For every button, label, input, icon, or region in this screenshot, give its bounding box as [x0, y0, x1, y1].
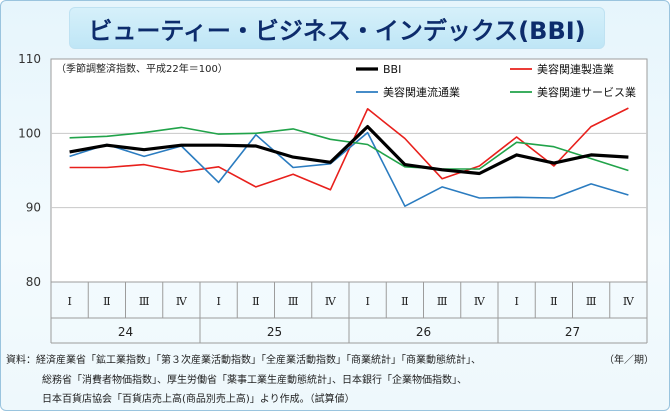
- series-line-2: [69, 131, 629, 207]
- year-label: 24: [118, 325, 133, 339]
- x-tick-label: Ⅰ: [365, 295, 369, 308]
- series-line-1: [69, 107, 629, 191]
- x-tick-label: Ⅰ: [67, 295, 71, 308]
- x-tick-label: Ⅰ: [514, 295, 518, 308]
- source-line-3: 日本百貨店協会「百貨店売上高(商品別売上高)」より作成。（試算値）: [42, 394, 355, 405]
- source-line-2: 総務省「消費者物価指数」、厚生労働省「薬事工業生産動態統計」、日本銀行「企業物価…: [42, 375, 467, 386]
- x-tick-label: Ⅳ: [176, 295, 188, 308]
- x-tick-label: Ⅳ: [474, 295, 486, 308]
- x-tick-label: Ⅳ: [623, 295, 635, 308]
- x-tick-label: Ⅲ: [288, 295, 299, 308]
- chart-title: ビューティー・ビジネス・インデックス(BBI): [88, 16, 586, 45]
- y-axis: 80 90 100 110: [18, 52, 41, 289]
- y-tick-label: 100: [18, 126, 41, 140]
- x-tick-label: Ⅳ: [325, 295, 337, 308]
- plot-area: [50, 58, 648, 283]
- period-unit: （年／期）: [604, 355, 654, 366]
- gridlines: [51, 132, 647, 209]
- legend-label-1: 美容関連製造業: [537, 62, 614, 76]
- legend-label-2: 美容関連流通業: [383, 85, 460, 99]
- y-tick-label: 90: [26, 201, 41, 215]
- x-tick-label: Ⅲ: [586, 295, 597, 308]
- source-line-1: 資料：経済産業省「鉱工業指数」「第３次産業活動指数」「全産業活動指数」「商業統計…: [6, 355, 481, 366]
- legend-label-3: 美容関連サービス業: [537, 85, 636, 99]
- legend-label-0: BBI: [383, 63, 401, 76]
- x-tick-label: Ⅱ: [252, 295, 259, 308]
- y-tick-label: 80: [26, 275, 41, 289]
- x-axis: Ⅰ Ⅱ Ⅲ Ⅳ Ⅰ Ⅱ Ⅲ Ⅳ Ⅰ Ⅱ Ⅲ Ⅳ Ⅰ Ⅱ Ⅲ Ⅳ 24 25 26 27: [50, 282, 648, 344]
- year-label: 25: [267, 325, 282, 339]
- x-tick-label: Ⅱ: [550, 295, 557, 308]
- index-note: （季節調整済指数、平成22年＝100）: [56, 62, 228, 75]
- series-lines: [69, 107, 629, 207]
- series-line-0: [69, 124, 629, 176]
- x-tick-label: Ⅲ: [437, 295, 448, 308]
- x-tick-label: Ⅲ: [139, 295, 150, 308]
- x-tick-label: Ⅱ: [401, 295, 408, 308]
- year-label: 26: [416, 325, 431, 339]
- title-banner: ビューティー・ビジネス・インデックス(BBI): [69, 7, 605, 49]
- x-tick-label: Ⅱ: [103, 295, 110, 308]
- y-tick-label: 110: [18, 52, 41, 66]
- x-tick-label: Ⅰ: [216, 295, 220, 308]
- series-line-3: [69, 126, 629, 172]
- year-label: 27: [565, 325, 580, 339]
